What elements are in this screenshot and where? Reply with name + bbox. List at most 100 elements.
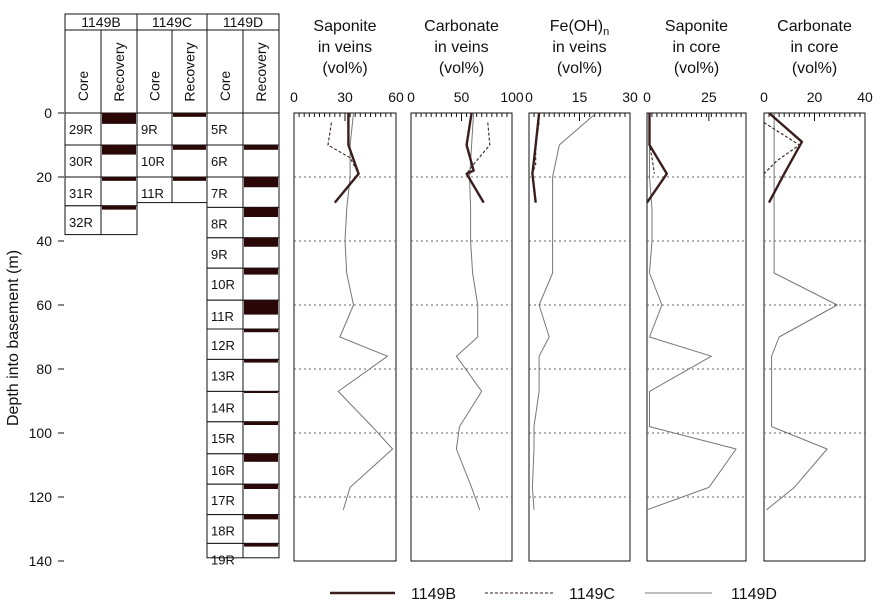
- core-label: 15R: [211, 431, 235, 446]
- panel-title-line: (vol%): [792, 60, 837, 77]
- core-row: 9R: [136, 112, 208, 146]
- core-label: 10R: [211, 277, 235, 292]
- depth-tick-label: 20: [36, 169, 52, 185]
- core-label: 9R: [141, 122, 158, 137]
- recovery-bar: [244, 237, 278, 247]
- recovery-column-label: Recovery: [253, 42, 269, 101]
- panel-title-line: Saponite: [313, 18, 376, 35]
- core-label: 13R: [211, 368, 235, 383]
- x-tick-label: 20: [807, 89, 823, 105]
- core-label: 18R: [211, 524, 235, 539]
- series-line-B: [767, 112, 804, 204]
- core-label: 5R: [211, 122, 228, 137]
- recovery-bar: [244, 359, 278, 363]
- series-line-B: [333, 113, 360, 204]
- depth-tick-label: 0: [44, 105, 52, 121]
- core-label: 32R: [69, 215, 93, 230]
- core-recovery-table: 1149B Core Recovery 29R 30R 31R 32R 1149C Core Re…: [64, 13, 280, 567]
- hole-1149D: 1149D Core Recovery 5R 6R 7R 8R 9R 10R 11R 12R 13R 1…: [206, 13, 280, 567]
- panel-title-line: in veins: [434, 39, 488, 56]
- panel-title-line: in core: [790, 39, 838, 56]
- panel-title-line: in core: [672, 39, 720, 56]
- x-tick-label: 0: [290, 89, 298, 105]
- recovery-bar: [173, 145, 206, 150]
- recovery-bar: [244, 145, 278, 150]
- core-label: 9R: [211, 247, 228, 262]
- series-line-C: [763, 122, 800, 175]
- core-column-label: Core: [147, 71, 163, 102]
- series-line-D: [337, 112, 394, 510]
- series-line-B: [646, 113, 668, 204]
- depth-tick-label: 140: [29, 553, 53, 569]
- x-tick-label: 30: [337, 89, 353, 105]
- core-row: 16R: [206, 453, 280, 485]
- core-row: 29R: [64, 112, 138, 146]
- core-row: 14R: [206, 390, 280, 423]
- panel-frame: [528, 112, 631, 562]
- core-row: 12R: [206, 328, 280, 360]
- hole-header-label: 1149D: [223, 14, 263, 30]
- core-row: 9R: [206, 237, 280, 269]
- recovery-bar: [102, 177, 136, 181]
- x-tick-label: 0: [760, 89, 768, 105]
- chart-panels: 0 30 60 Saponite in veins (vol%) 0 50 100 Carbona…: [290, 18, 873, 562]
- depth-axis: Depth into basement (m) 0 20 40 60 80 100 120 1…: [5, 105, 64, 569]
- panel-5: 0 20 40 Carbonate in core (vol%): [760, 18, 873, 562]
- recovery-column-label: Recovery: [182, 42, 198, 101]
- core-row: 32R: [64, 205, 138, 236]
- panel-1: 0 30 60 Saponite in veins (vol%): [290, 18, 404, 562]
- core-row: 13R: [206, 358, 280, 392]
- panel-frame: [293, 112, 397, 562]
- core-row: 11R: [136, 176, 208, 204]
- core-label: 10R: [141, 154, 165, 169]
- hole-1149C: 1149C Core Recovery 9R 10R 11R: [136, 13, 208, 204]
- core-label: 17R: [211, 493, 235, 508]
- core-label: 29R: [69, 122, 93, 137]
- recovery-bar: [102, 145, 136, 155]
- panel-title-main: Fe(OH): [550, 18, 603, 35]
- recovery-bar: [102, 205, 136, 210]
- recovery-bar: [244, 453, 278, 462]
- panel-title-line: (vol%): [557, 60, 602, 77]
- x-tick-label: 30: [622, 89, 638, 105]
- x-tick-label: 100: [500, 89, 524, 105]
- recovery-bar: [244, 543, 278, 547]
- core-label: 7R: [211, 186, 228, 201]
- core-label: 16R: [211, 463, 235, 478]
- depth-tick-label: 60: [36, 297, 52, 313]
- series-line-D: [766, 113, 838, 511]
- legend-label: 1149B: [411, 586, 456, 603]
- core-row: 11R: [206, 299, 280, 330]
- panel-title-line: in veins: [318, 39, 372, 56]
- series-line-B: [465, 112, 485, 204]
- x-tick-label: 40: [857, 89, 873, 105]
- depth-tick-label: 80: [36, 361, 52, 377]
- depth-tick-label: 100: [29, 425, 53, 441]
- core-row: 7R: [206, 176, 280, 208]
- recovery-bar: [173, 113, 206, 117]
- recovery-bar: [244, 300, 278, 315]
- core-label: 31R: [69, 186, 93, 201]
- x-tick-label: 0: [643, 89, 651, 105]
- series-line-D: [455, 112, 483, 510]
- x-tick-label: 0: [407, 89, 415, 105]
- core-label: 30R: [69, 154, 93, 169]
- recovery-bar: [244, 514, 278, 520]
- core-row: 10R: [206, 267, 280, 301]
- core-row: 8R: [206, 206, 280, 239]
- legend-label: 1149D: [731, 586, 777, 603]
- panel-3: 0 15 30 Fe(OH)nin veins (vol%): [525, 18, 638, 562]
- core-row: 18R: [206, 514, 280, 544]
- panel-title-line: (vol%): [439, 60, 484, 77]
- core-column-label: Core: [217, 71, 233, 102]
- core-label: 6R: [211, 154, 228, 169]
- panel-4: 0 25 Saponite in core (vol%): [643, 18, 747, 562]
- panel-title-line: Carbonate: [777, 18, 852, 35]
- x-tick-label: 15: [572, 89, 588, 105]
- panel-title-line: Saponite: [665, 18, 728, 35]
- x-tick-label: 0: [525, 89, 533, 105]
- recovery-bar: [244, 207, 278, 217]
- core-label: 14R: [211, 400, 235, 415]
- series-line-D: [646, 113, 737, 511]
- panel-title-line: (vol%): [674, 60, 719, 77]
